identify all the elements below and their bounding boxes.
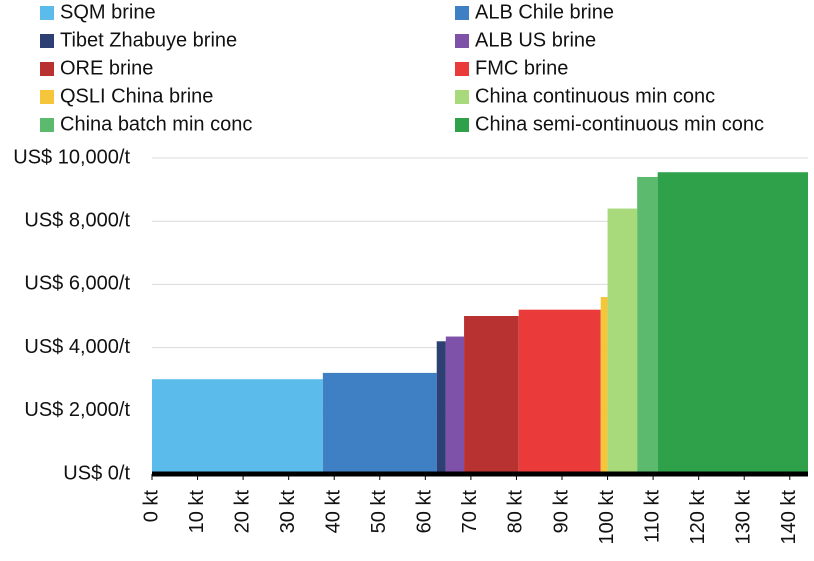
bar [322,372,437,474]
x-tick-label: 60 kt [414,490,436,534]
bar [152,379,323,474]
bar [637,176,658,474]
bar [600,297,608,474]
legend-swatch [455,62,469,76]
legend-swatch [455,90,469,104]
x-tick-label: 100 kt [596,490,618,545]
y-tick-label: US$ 0/t [63,462,130,484]
legend-swatch [40,34,54,48]
legend-swatch [455,34,469,48]
bar [657,172,808,474]
legend-label: ORE brine [60,57,153,79]
legend-swatch [40,62,54,76]
legend-swatch [40,90,54,104]
x-tick-label: 0 kt [140,490,162,523]
x-tick-label: 50 kt [368,490,390,534]
legend-label: ALB Chile brine [475,1,614,23]
x-tick-label: 110 kt [641,490,663,543]
y-tick-label: US$ 2,000/t [24,399,130,421]
legend-label: QSLI China brine [60,85,213,107]
x-tick-label: 20 kt [231,490,253,534]
legend-label: ALB US brine [475,29,596,51]
bar [518,309,601,474]
x-tick-label: 80 kt [505,490,527,534]
legend-label: China batch min conc [60,113,252,135]
bar [464,316,519,474]
legend-label: China continuous min conc [475,85,715,107]
x-tick-label: 70 kt [459,490,481,534]
y-tick-label: US$ 4,000/t [24,336,130,358]
y-tick-label: US$ 6,000/t [24,273,130,295]
legend-label: China semi-continuous min conc [475,113,764,135]
bar [436,341,446,474]
x-tick-label: 130 kt [733,490,755,545]
x-tick-label: 120 kt [687,490,709,545]
x-tick-label: 10 kt [186,490,208,534]
bar [445,336,465,474]
legend-swatch [40,6,54,20]
legend-label: Tibet Zhabuye brine [60,29,237,51]
y-tick-label: US$ 10,000/t [13,146,130,168]
legend-swatch [455,118,469,132]
x-tick-label: 40 kt [323,490,345,534]
x-tick-label: 30 kt [277,490,299,534]
x-tick-label: 90 kt [550,490,572,534]
legend-swatch [455,6,469,20]
x-tick-label: 140 kt [778,490,800,545]
y-tick-label: US$ 8,000/t [24,209,130,231]
legend-label: SQM brine [60,1,156,23]
legend-swatch [40,118,54,132]
bar [607,208,638,474]
legend-label: FMC brine [475,57,568,79]
